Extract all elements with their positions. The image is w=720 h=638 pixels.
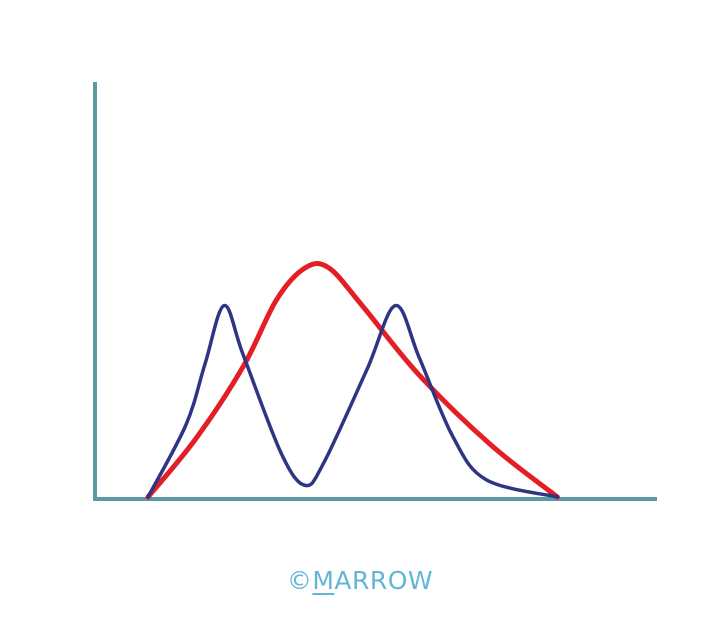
series-line-1 bbox=[145, 261, 560, 500]
series-line-2 bbox=[146, 303, 560, 499]
watermark-rest: ARROW bbox=[334, 566, 434, 595]
watermark-first-letter: M bbox=[312, 566, 335, 595]
marrow-watermark: ©MARROW bbox=[0, 566, 720, 595]
series-layer bbox=[145, 261, 560, 500]
copyright-symbol: © bbox=[286, 566, 313, 595]
